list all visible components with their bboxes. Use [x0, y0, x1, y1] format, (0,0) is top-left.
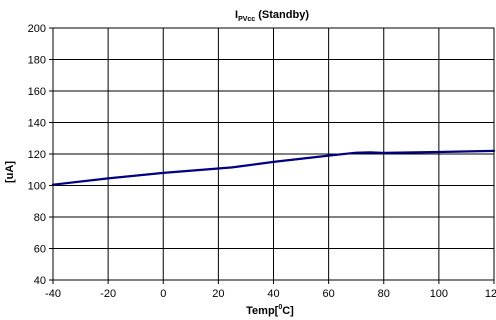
y-tick-label: 60: [34, 244, 46, 256]
x-axis-label: Temp[0C]: [246, 304, 294, 317]
x-tick-label: -40: [45, 288, 61, 300]
x-tick-label: 0: [160, 288, 166, 300]
x-tick-label: 20: [212, 288, 224, 300]
plot-border: [52, 27, 495, 281]
x-tick-label: 40: [267, 288, 279, 300]
x-tick-label: -20: [100, 288, 116, 300]
y-tick-label: 40: [34, 275, 46, 287]
y-tick-label: 180: [28, 55, 46, 67]
y-tick-label: 140: [28, 118, 46, 130]
y-axis-ticks: 40 60 80 100 120 140 160 180 200: [28, 23, 53, 287]
grid: [52, 27, 495, 281]
series-line: [51, 149, 496, 186]
y-axis-label: [uA]: [4, 161, 16, 183]
x-tick-label: 60: [323, 288, 335, 300]
x-axis-ticks: -40 -20 0 20 40 60 80 100 120: [45, 280, 496, 300]
x-tick-label: 80: [378, 288, 390, 300]
y-tick-label: 160: [28, 86, 46, 98]
y-tick-label: 100: [28, 181, 46, 193]
x-tick-label: 100: [430, 288, 448, 300]
x-tick-label: 120: [485, 288, 496, 300]
y-tick-label: 80: [34, 212, 46, 224]
y-tick-label: 200: [28, 23, 46, 35]
chart-title: IPVcc (Standby): [235, 9, 309, 23]
y-tick-label: 120: [28, 149, 46, 161]
